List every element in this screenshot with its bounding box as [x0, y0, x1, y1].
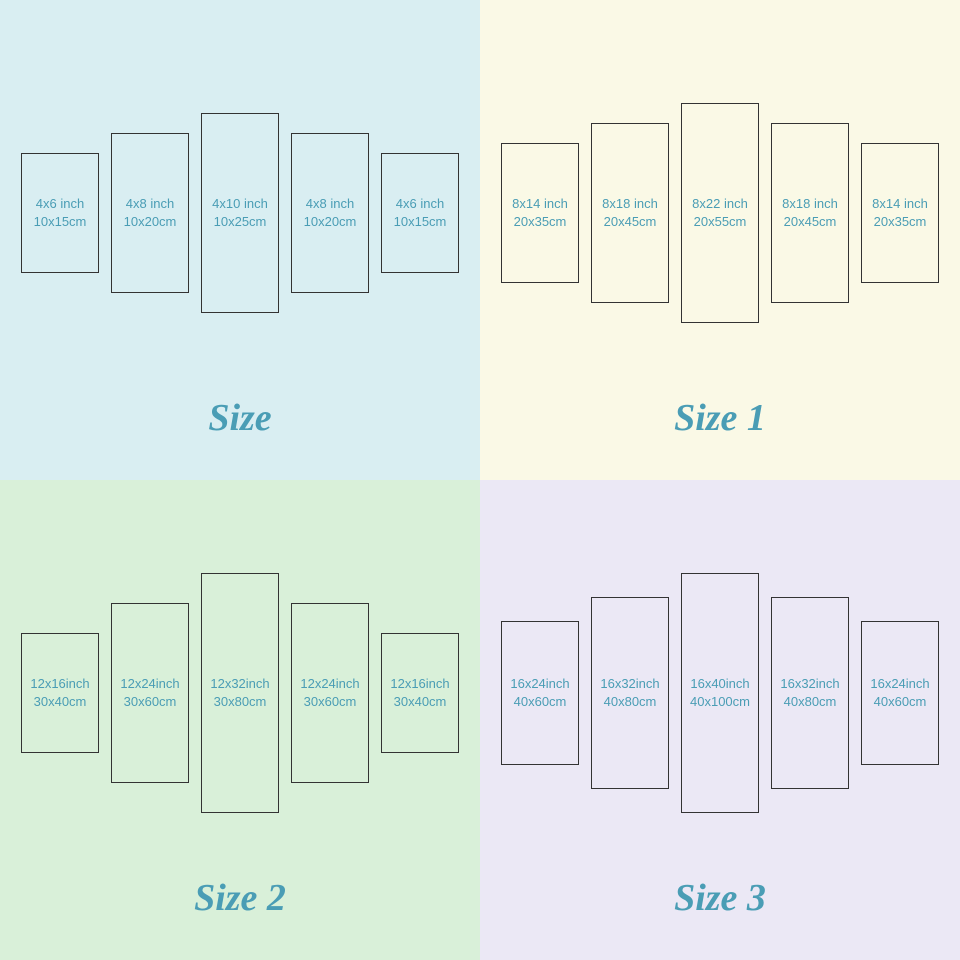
- size-panel: 16x24inch40x60cm: [861, 621, 939, 765]
- panel-cm-label: 40x60cm: [514, 693, 567, 711]
- panel-inch-label: 4x10 inch: [212, 195, 268, 213]
- size-panel: 8x22 inch20x55cm: [681, 103, 759, 323]
- size-panel: 16x32inch40x80cm: [771, 597, 849, 789]
- panel-area: 8x14 inch20x35cm8x18 inch20x45cm8x22 inc…: [500, 20, 940, 366]
- quadrant-3: 16x24inch40x60cm16x32inch40x80cm16x40inc…: [480, 480, 960, 960]
- panel-cm-label: 20x45cm: [604, 213, 657, 231]
- panel-inch-label: 12x16inch: [30, 675, 89, 693]
- size-panel: 4x10 inch10x25cm: [201, 113, 279, 313]
- panel-inch-label: 4x6 inch: [396, 195, 444, 213]
- panel-inch-label: 12x24inch: [300, 675, 359, 693]
- panel-inch-label: 16x24inch: [510, 675, 569, 693]
- panel-inch-label: 4x8 inch: [126, 195, 174, 213]
- quadrant-title: Size: [20, 396, 460, 440]
- panel-cm-label: 10x15cm: [394, 213, 447, 231]
- size-panel: 8x18 inch20x45cm: [591, 123, 669, 303]
- panel-inch-label: 12x32inch: [210, 675, 269, 693]
- panel-inch-label: 16x32inch: [780, 675, 839, 693]
- size-panel: 8x14 inch20x35cm: [501, 143, 579, 283]
- size-panel: 4x6 inch10x15cm: [381, 153, 459, 273]
- size-panel: 4x8 inch10x20cm: [111, 133, 189, 293]
- panel-inch-label: 4x6 inch: [36, 195, 84, 213]
- size-panel: 16x32inch40x80cm: [591, 597, 669, 789]
- panel-area: 4x6 inch10x15cm4x8 inch10x20cm4x10 inch1…: [20, 20, 460, 366]
- panel-group: 8x14 inch20x35cm8x18 inch20x45cm8x22 inc…: [501, 103, 939, 323]
- panel-group: 4x6 inch10x15cm4x8 inch10x20cm4x10 inch1…: [21, 113, 459, 313]
- size-panel: 4x6 inch10x15cm: [21, 153, 99, 273]
- panel-area: 16x24inch40x60cm16x32inch40x80cm16x40inc…: [500, 500, 940, 846]
- panel-inch-label: 16x32inch: [600, 675, 659, 693]
- panel-cm-label: 30x80cm: [214, 693, 267, 711]
- panel-cm-label: 10x20cm: [124, 213, 177, 231]
- panel-cm-label: 30x60cm: [304, 693, 357, 711]
- panel-inch-label: 12x24inch: [120, 675, 179, 693]
- panel-group: 16x24inch40x60cm16x32inch40x80cm16x40inc…: [501, 573, 939, 813]
- quadrant-title: Size 2: [20, 876, 460, 920]
- panel-inch-label: 16x24inch: [870, 675, 929, 693]
- size-panel: 12x16inch30x40cm: [21, 633, 99, 753]
- panel-inch-label: 8x18 inch: [782, 195, 838, 213]
- size-panel: 8x18 inch20x45cm: [771, 123, 849, 303]
- size-panel: 4x8 inch10x20cm: [291, 133, 369, 293]
- panel-inch-label: 8x22 inch: [692, 195, 748, 213]
- panel-cm-label: 40x80cm: [784, 693, 837, 711]
- panel-inch-label: 8x14 inch: [512, 195, 568, 213]
- quadrant-1: 8x14 inch20x35cm8x18 inch20x45cm8x22 inc…: [480, 0, 960, 480]
- panel-cm-label: 30x60cm: [124, 693, 177, 711]
- size-panel: 16x40inch40x100cm: [681, 573, 759, 813]
- panel-cm-label: 40x80cm: [604, 693, 657, 711]
- size-chart-grid: 4x6 inch10x15cm4x8 inch10x20cm4x10 inch1…: [0, 0, 960, 960]
- panel-inch-label: 12x16inch: [390, 675, 449, 693]
- size-panel: 8x14 inch20x35cm: [861, 143, 939, 283]
- panel-cm-label: 20x45cm: [784, 213, 837, 231]
- panel-inch-label: 8x18 inch: [602, 195, 658, 213]
- size-panel: 12x24inch30x60cm: [111, 603, 189, 783]
- panel-inch-label: 8x14 inch: [872, 195, 928, 213]
- panel-cm-label: 30x40cm: [394, 693, 447, 711]
- size-panel: 12x16inch30x40cm: [381, 633, 459, 753]
- panel-cm-label: 10x25cm: [214, 213, 267, 231]
- quadrant-title: Size 1: [500, 396, 940, 440]
- panel-cm-label: 40x60cm: [874, 693, 927, 711]
- panel-cm-label: 20x35cm: [514, 213, 567, 231]
- quadrant-title: Size 3: [500, 876, 940, 920]
- panel-cm-label: 20x35cm: [874, 213, 927, 231]
- size-panel: 16x24inch40x60cm: [501, 621, 579, 765]
- size-panel: 12x24inch30x60cm: [291, 603, 369, 783]
- panel-cm-label: 20x55cm: [694, 213, 747, 231]
- size-panel: 12x32inch30x80cm: [201, 573, 279, 813]
- panel-inch-label: 16x40inch: [690, 675, 749, 693]
- quadrant-0: 4x6 inch10x15cm4x8 inch10x20cm4x10 inch1…: [0, 0, 480, 480]
- panel-cm-label: 10x20cm: [304, 213, 357, 231]
- panel-group: 12x16inch30x40cm12x24inch30x60cm12x32inc…: [21, 573, 459, 813]
- panel-cm-label: 40x100cm: [690, 693, 750, 711]
- panel-inch-label: 4x8 inch: [306, 195, 354, 213]
- panel-cm-label: 30x40cm: [34, 693, 87, 711]
- quadrant-2: 12x16inch30x40cm12x24inch30x60cm12x32inc…: [0, 480, 480, 960]
- panel-area: 12x16inch30x40cm12x24inch30x60cm12x32inc…: [20, 500, 460, 846]
- panel-cm-label: 10x15cm: [34, 213, 87, 231]
